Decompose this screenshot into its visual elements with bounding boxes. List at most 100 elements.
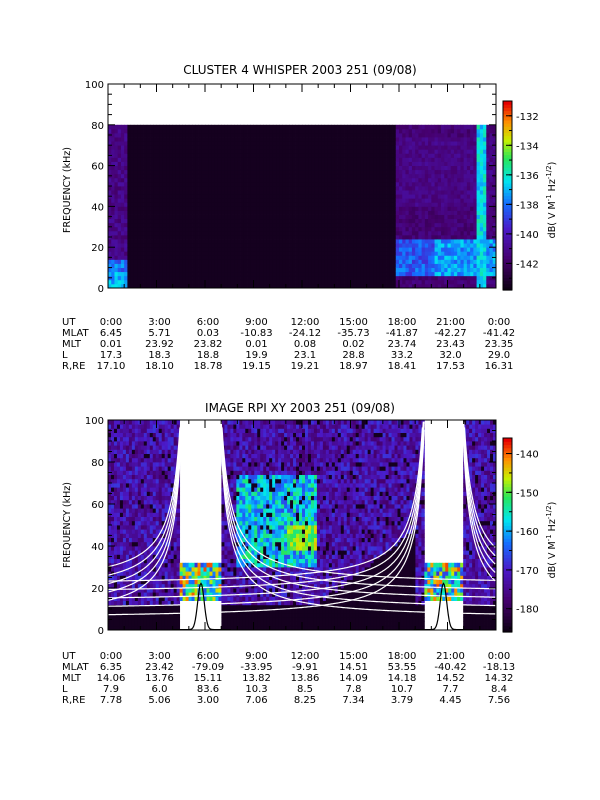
cluster-spectrogram-cell — [366, 222, 371, 228]
cluster-spectrogram-cell — [305, 124, 309, 130]
cluster-spectrogram-cell — [360, 173, 364, 179]
cluster-spectrogram-cell — [140, 157, 144, 162]
cluster-spectrogram-cell — [337, 243, 342, 248]
cluster-spectrogram-cell — [382, 255, 387, 260]
cluster-spectrogram-cell — [373, 194, 377, 199]
cluster-spectrogram-cell — [334, 190, 338, 195]
cluster-spectrogram-cell — [408, 194, 413, 199]
cluster-spectrogram-cell — [405, 194, 410, 199]
cluster-spectrogram-cell — [405, 247, 410, 252]
cluster-spectrogram-cell — [247, 214, 251, 220]
cluster-spectrogram-cell — [337, 181, 342, 187]
cluster-spectrogram-cell — [450, 132, 455, 138]
cluster-spectrogram-cell — [201, 234, 206, 240]
cluster-spectrogram-cell — [166, 271, 170, 277]
cluster-spectrogram-cell — [208, 202, 212, 207]
cluster-spectrogram-cell — [282, 149, 287, 154]
cluster-spectrogram-cell — [182, 198, 186, 203]
cluster-spectrogram-cell — [431, 141, 435, 146]
cluster-spectrogram-cell — [460, 206, 465, 211]
cluster-spectrogram-cell — [247, 173, 251, 179]
cluster-spectrogram-cell — [247, 271, 251, 277]
cluster-spectrogram-cell — [185, 145, 190, 150]
cluster-spectrogram-cell — [489, 149, 494, 154]
cluster-spectrogram-cell — [369, 128, 374, 134]
cluster-spectrogram-cell — [253, 243, 258, 248]
cluster-spectrogram-cell — [360, 234, 364, 240]
cluster-spectrogram-cell — [366, 137, 371, 142]
cluster-spectrogram-cell — [421, 169, 426, 175]
cluster-spectrogram-cell — [373, 173, 377, 179]
cluster-spectrogram-cell — [185, 214, 190, 220]
cluster-spectrogram-cell — [133, 271, 138, 277]
cluster-spectrogram-cell — [415, 259, 419, 264]
cluster-spectrogram-cell — [392, 218, 397, 224]
cluster-spectrogram-cell — [457, 247, 461, 252]
cluster-spectrogram-cell — [114, 157, 119, 162]
cluster-spectrogram-cell — [266, 271, 271, 277]
cluster-spectrogram-cell — [214, 198, 219, 203]
cluster-spectrogram-cell — [473, 275, 477, 281]
cluster-spectrogram-cell — [382, 181, 387, 187]
cluster-spectrogram-cell — [253, 210, 258, 215]
cluster-spectrogram-cell — [470, 230, 474, 236]
cluster-spectrogram-cell — [479, 165, 484, 171]
cluster-spectrogram-cell — [318, 210, 322, 215]
cluster-spectrogram-cell — [460, 137, 465, 142]
cluster-spectrogram-cell — [441, 165, 445, 171]
cluster-spectrogram-cell — [192, 202, 196, 207]
cluster-spectrogram-cell — [466, 210, 471, 215]
cluster-spectrogram-cell — [489, 132, 494, 138]
cluster-spectrogram-cell — [421, 141, 426, 146]
cluster-spectrogram-cell — [156, 137, 161, 142]
cluster-spectrogram-cell — [424, 186, 429, 191]
cluster-spectrogram-cell — [360, 145, 364, 150]
cluster-spectrogram-cell — [363, 234, 368, 240]
cluster-spectrogram-cell — [247, 247, 251, 252]
cluster-spectrogram-cell — [166, 161, 170, 166]
cluster-spectrogram-cell — [175, 157, 180, 162]
cluster-spectrogram-cell — [460, 128, 465, 134]
cluster-spectrogram-cell — [120, 243, 125, 248]
cluster-spectrogram-cell — [405, 259, 410, 264]
cluster-spectrogram-cell — [295, 222, 300, 228]
cluster-spectrogram-cell — [360, 153, 364, 158]
cluster-spectrogram-cell — [192, 177, 196, 183]
cluster-spectrogram-cell — [369, 169, 374, 175]
cluster-spectrogram-cell — [156, 128, 161, 134]
cluster-spectrogram-cell — [437, 243, 442, 248]
cluster-spectrogram-cell — [450, 279, 455, 285]
cluster-spectrogram-cell — [376, 169, 380, 175]
cluster-spectrogram-cell — [240, 259, 245, 264]
cluster-spectrogram-cell — [331, 165, 335, 171]
cluster-spectrogram-cell — [156, 271, 161, 277]
cluster-spectrogram-cell — [366, 202, 371, 207]
cluster-spectrogram-cell — [188, 226, 193, 232]
cluster-spectrogram-cell — [405, 210, 410, 215]
cluster-spectrogram-cell — [137, 218, 141, 224]
cluster-spectrogram-cell — [324, 190, 329, 195]
cluster-spectrogram-cell — [382, 230, 387, 236]
cluster-spectrogram-cell — [182, 239, 186, 244]
cluster-spectrogram-cell — [373, 190, 377, 195]
cluster-spectrogram-cell — [146, 251, 151, 256]
cluster-spectrogram-cell — [395, 239, 400, 244]
cluster-spectrogram-cell — [205, 181, 209, 187]
cluster-colorbar-swatch — [503, 286, 512, 291]
cluster-spectrogram-cell — [156, 263, 161, 268]
cluster-spectrogram-cell — [331, 186, 335, 191]
cluster-spectrogram-cell — [221, 181, 225, 187]
cluster-spectrogram-cell — [399, 279, 403, 285]
cluster-spectrogram-cell — [162, 149, 167, 154]
cluster-spectrogram-cell — [386, 239, 390, 244]
cluster-spectrogram-cell — [331, 222, 335, 228]
cluster-spectrogram-cell — [208, 247, 212, 252]
cluster-spectrogram-cell — [279, 132, 283, 138]
cluster-spectrogram-cell — [227, 173, 232, 179]
cluster-spectrogram-cell — [111, 173, 115, 179]
cluster-spectrogram-cell — [473, 137, 477, 142]
cluster-spectrogram-cell — [298, 173, 303, 179]
cluster-spectrogram-cell — [376, 190, 380, 195]
cluster-spectrogram-cell — [473, 124, 477, 130]
cluster-spectrogram-cell — [256, 226, 261, 232]
